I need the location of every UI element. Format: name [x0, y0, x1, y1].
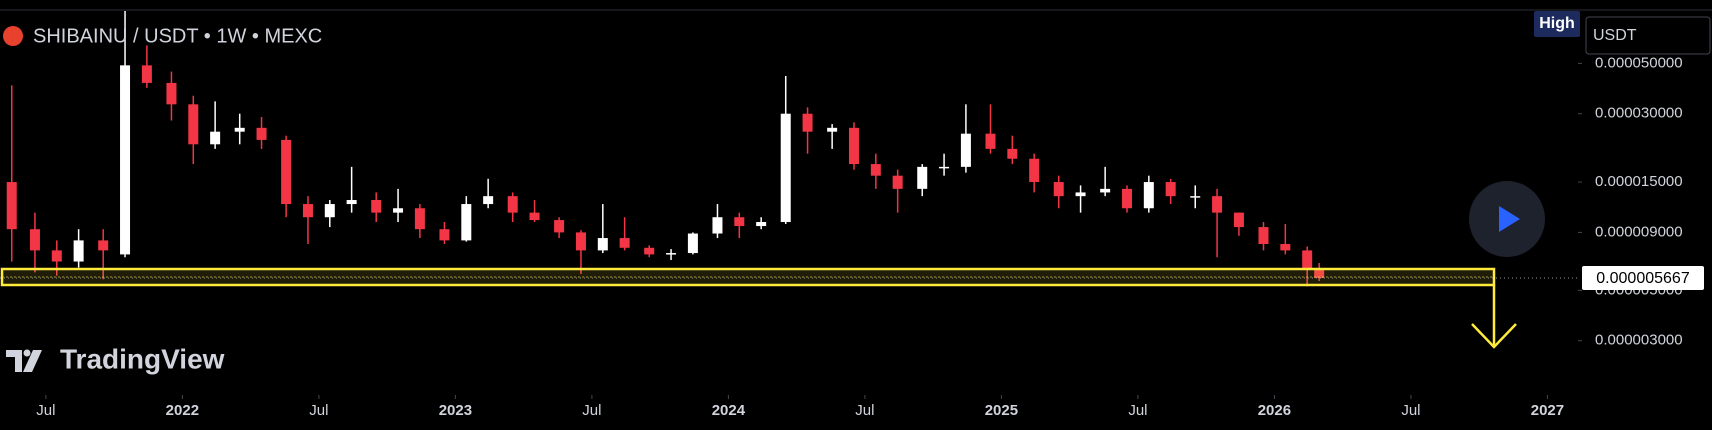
- badge: [1534, 11, 1580, 37]
- candle-body: [188, 104, 199, 145]
- candle-body: [666, 253, 677, 255]
- candle-body: [346, 200, 357, 205]
- candle-body: [29, 229, 40, 251]
- candle-body: [1302, 250, 1313, 270]
- candle-body: [1075, 192, 1086, 197]
- x-tick-label: 2026: [1258, 402, 1291, 419]
- y-tick-label: 0.000050000: [1595, 54, 1683, 71]
- candle-body: [210, 131, 221, 145]
- candle-body: [1100, 188, 1111, 193]
- candle-body: [507, 196, 518, 213]
- candle-body: [892, 175, 903, 189]
- x-tick-label: Jul: [1401, 402, 1420, 419]
- candle-body: [960, 133, 971, 167]
- candle-body: [848, 127, 859, 165]
- x-tick-label: 2024: [712, 402, 746, 419]
- candle-body: [6, 182, 17, 230]
- candle-body: [281, 139, 292, 205]
- candle-body: [414, 208, 425, 230]
- candle-body: [734, 217, 745, 227]
- candle-body: [73, 240, 84, 262]
- candle-body: [1165, 182, 1176, 197]
- candle-body: [1233, 212, 1244, 228]
- candle-body: [985, 133, 996, 149]
- x-tick-label: 2023: [439, 402, 472, 419]
- symbol-icon: [3, 26, 23, 46]
- candle-body: [780, 113, 791, 223]
- candle-body: [687, 233, 698, 254]
- candle-body: [917, 166, 928, 189]
- candle-body: [712, 217, 723, 234]
- candle-body: [461, 204, 472, 241]
- candle-body: [166, 82, 177, 105]
- candle-body: [1212, 196, 1223, 213]
- x-tick-label: Jul: [36, 402, 55, 419]
- candle-body: [483, 196, 494, 205]
- candle-body: [393, 208, 404, 213]
- x-tick-label: 2025: [985, 402, 1018, 419]
- candle-body: [1190, 196, 1201, 198]
- candle-body: [575, 232, 586, 251]
- candle-body: [439, 229, 450, 241]
- candle-body: [827, 127, 838, 132]
- candle-body: [1143, 182, 1154, 209]
- candle-body: [529, 212, 540, 221]
- x-tick-label: 2022: [166, 402, 199, 419]
- candle-body: [371, 200, 382, 213]
- badge-label: High: [1539, 15, 1575, 32]
- candle-body: [756, 222, 767, 227]
- candle-body: [234, 127, 245, 132]
- last-price-box: [1582, 266, 1704, 291]
- y-tick-label: 0.000009000: [1595, 223, 1683, 240]
- x-tick-label: Jul: [855, 402, 874, 419]
- candle-body: [1258, 227, 1269, 245]
- candle-body: [1121, 188, 1132, 209]
- y-tick-label: 0.000030000: [1595, 105, 1683, 122]
- candle-body: [597, 238, 608, 251]
- y-tick-label: 0.000015000: [1595, 173, 1683, 190]
- play-icon: [1499, 206, 1520, 232]
- candle-body: [51, 250, 62, 262]
- candle-body: [1007, 148, 1018, 159]
- candle-body: [619, 238, 630, 248]
- candle-body: [939, 166, 950, 169]
- watermark: TradingView: [60, 343, 225, 374]
- candle-body: [324, 204, 335, 218]
- candle-body: [870, 164, 881, 176]
- x-tick-label: Jul: [1128, 402, 1147, 419]
- x-tick-label: Jul: [309, 402, 328, 419]
- candle-body: [141, 65, 152, 83]
- currency-label: USDT: [1593, 27, 1637, 44]
- last-price-label: 0.000005667: [1596, 270, 1690, 287]
- arrow-head: [1471, 323, 1517, 349]
- candle-body: [256, 127, 267, 140]
- candle-body: [1280, 244, 1291, 251]
- candle-body: [1029, 158, 1040, 183]
- candle-body: [644, 247, 655, 255]
- chart-title: SHIBAINU / USDT • 1W • MEXC: [33, 25, 322, 47]
- candle-body: [1314, 269, 1325, 279]
- candle-body: [98, 240, 109, 251]
- candle-body: [1053, 182, 1064, 197]
- logo: [6, 349, 42, 372]
- plot: [6, 11, 1325, 287]
- candle-body: [302, 204, 313, 218]
- candle-body: [554, 220, 565, 233]
- x-tick-label: 2027: [1531, 402, 1564, 419]
- candle-body: [802, 113, 813, 132]
- x-tick-label: Jul: [582, 402, 601, 419]
- y-tick-label: 0.000003000: [1595, 332, 1683, 349]
- candle-body: [120, 65, 131, 255]
- currency-box[interactable]: [1585, 16, 1711, 55]
